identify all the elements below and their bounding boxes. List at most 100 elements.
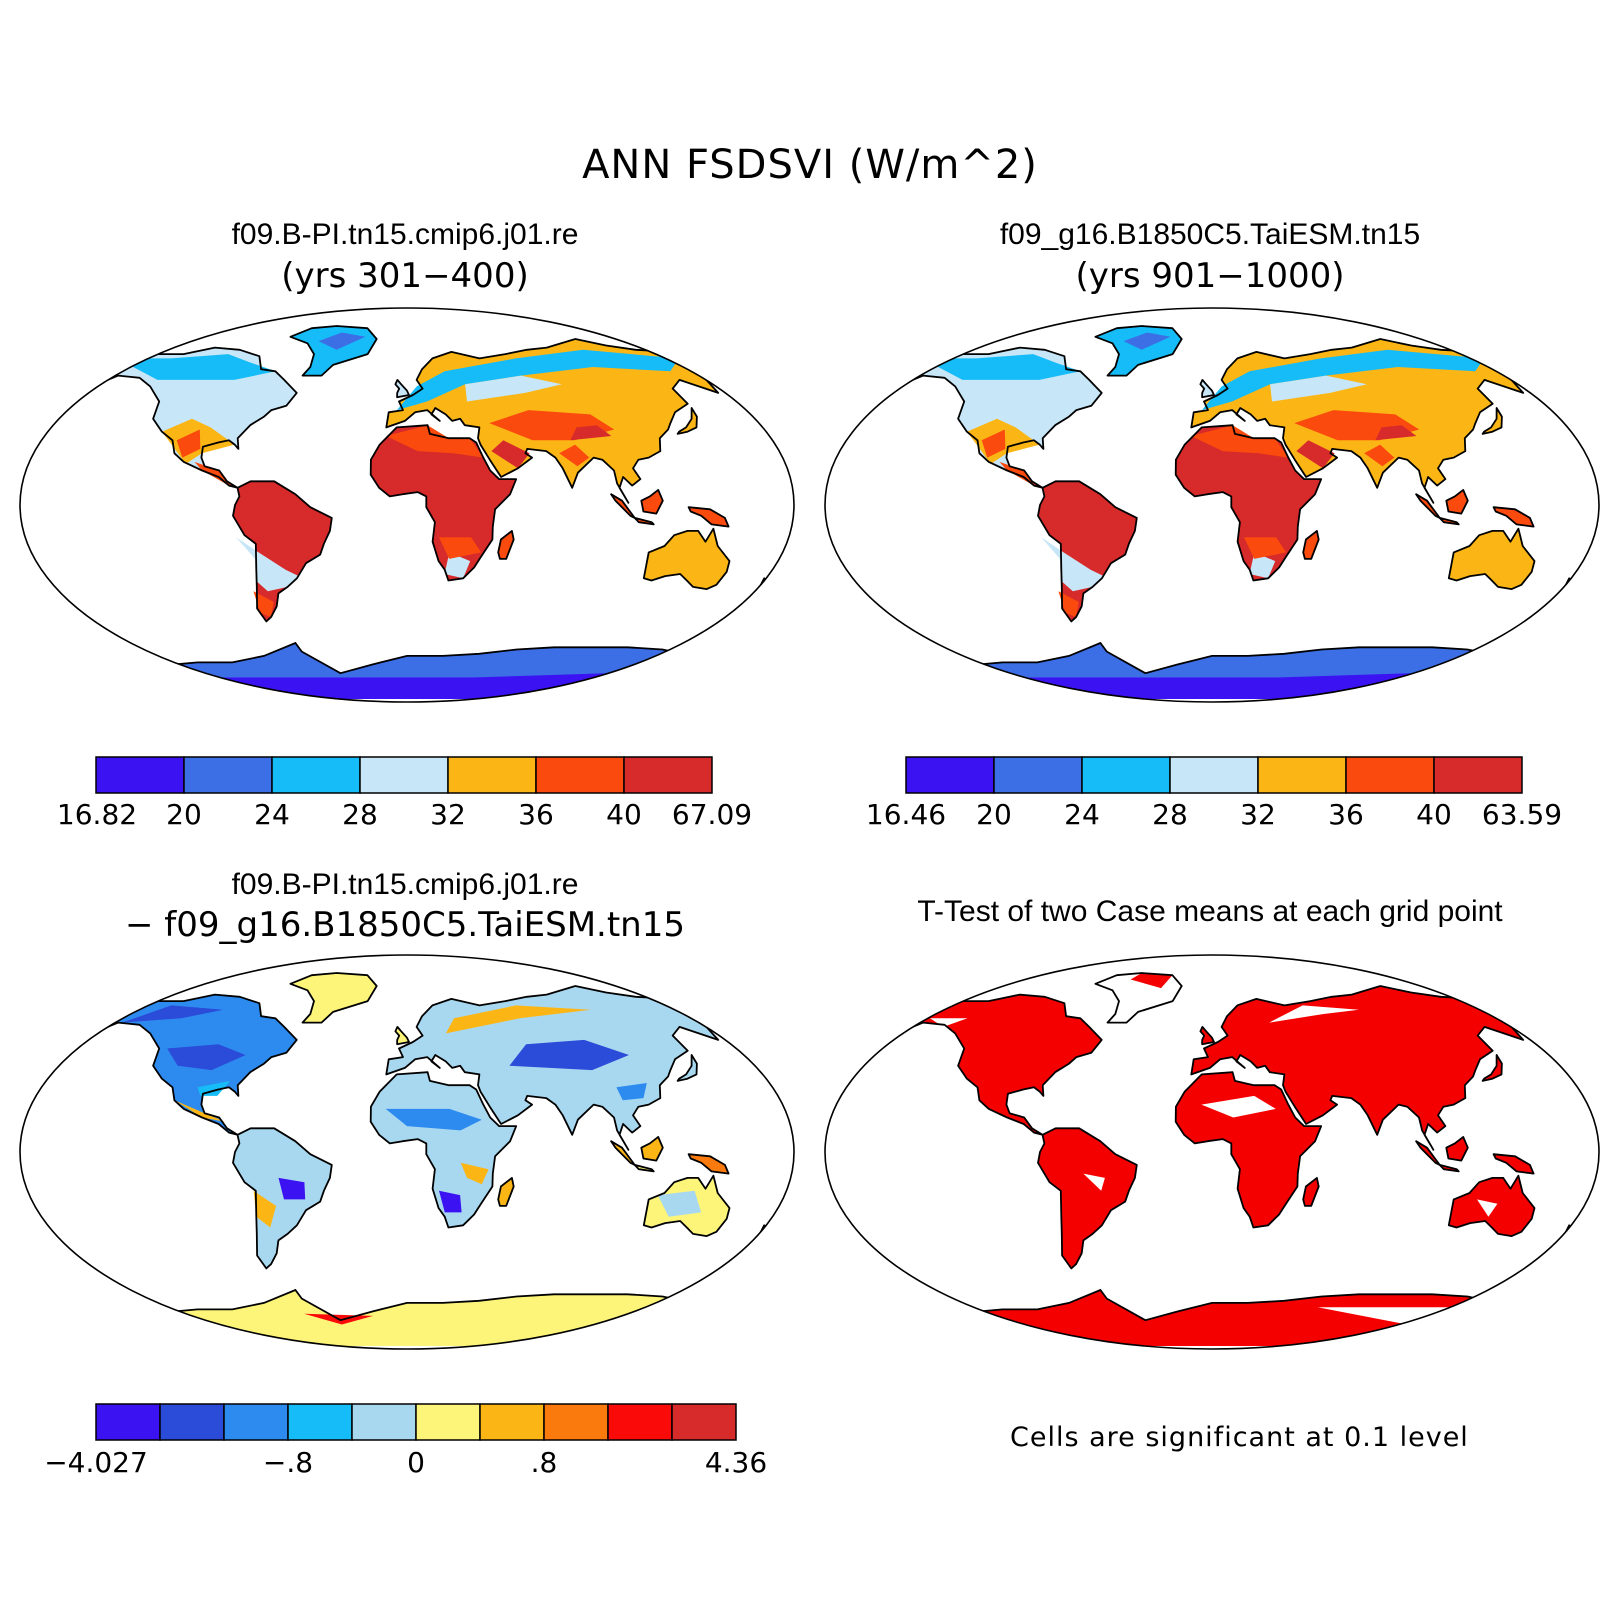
coastline-antarctica (76, 641, 708, 675)
land-newGuinea (1493, 507, 1534, 527)
coastline-southAmerica (232, 1127, 333, 1270)
colorbar-label: 24 (254, 798, 290, 831)
colorbar-swatch (223, 1403, 289, 1441)
coastline-antarctica (76, 1288, 708, 1322)
field-region (921, 354, 1081, 380)
field-region (256, 509, 317, 549)
field-region (116, 354, 276, 380)
coastline-indonesia2 (633, 1163, 655, 1173)
coastline-australia (642, 1174, 731, 1238)
land-madagascar (498, 530, 514, 559)
field-region (385, 1108, 482, 1131)
colorbar-swatch (1345, 756, 1435, 794)
coastline-indonesia1 (1415, 1140, 1441, 1166)
coastline-madagascar (1302, 529, 1320, 560)
colorbar-label: 20 (976, 798, 1012, 831)
land-madagascar (1303, 530, 1319, 559)
colorbar-label: 28 (1152, 798, 1188, 831)
map-border (19, 307, 795, 703)
land-southAmerica (1038, 1128, 1137, 1269)
field-region (445, 1005, 591, 1034)
field-region (439, 537, 482, 559)
coastline-southAmerica (1037, 1127, 1138, 1270)
colorbar-swatch (351, 1403, 417, 1441)
colorbar-label: −4.027 (44, 1446, 148, 1479)
map-border (824, 307, 1600, 703)
coastline-africa (1174, 1071, 1323, 1229)
coastline-eurasia (385, 338, 743, 504)
field-region (396, 349, 679, 411)
land-newGuinea (688, 507, 729, 527)
colorbar-label: 32 (430, 798, 466, 831)
land-newZealand (743, 1225, 774, 1252)
field-region (559, 444, 590, 467)
coastline-australia (1447, 1174, 1536, 1238)
colorbar-label: 16.82 (56, 798, 138, 831)
field-region (1477, 1199, 1498, 1217)
field-region (318, 332, 366, 350)
coastline-uk (1199, 1026, 1215, 1046)
colorbar-label: 4.36 (704, 1446, 768, 1479)
coastline-indonesia2 (633, 516, 655, 526)
field-region (1375, 425, 1417, 441)
colorbar-swatch (447, 756, 537, 794)
field-region (1269, 1005, 1359, 1023)
field-region (929, 1018, 968, 1027)
land-greenland (290, 326, 377, 376)
colorbar-label: 28 (342, 798, 378, 831)
colorbar-label: 36 (1328, 798, 1364, 831)
land-australia (1448, 528, 1535, 590)
panel-title-case2: f09_g16.B1850C5.TaiESM.tn15 (999, 218, 1421, 251)
land-africa (1175, 425, 1322, 581)
coastline-australia (1447, 527, 1536, 591)
coastline-northAmerica (92, 993, 298, 1136)
colorbar-swatch (1169, 756, 1259, 794)
field-region (236, 537, 299, 592)
coastline-newZealand (742, 1224, 775, 1253)
land-australia (643, 528, 730, 590)
colorbar-diff (95, 1403, 737, 1441)
panel-title-diff: f09.B-PI.tn15.cmip6.j01.re (231, 868, 579, 901)
field-region (167, 1044, 246, 1071)
colorbar-swatch (95, 756, 185, 794)
field-region (1191, 425, 1289, 458)
field-region (1249, 552, 1276, 579)
field-region (278, 1177, 306, 1200)
field-region (1270, 375, 1367, 402)
coastline-madagascar (1302, 1176, 1320, 1207)
colorbar-label: 40 (606, 798, 642, 831)
land-southAmerica (1038, 481, 1137, 622)
panel-subtitle-case1: (yrs 301−400) (281, 256, 529, 296)
colorbar-label: 24 (1064, 798, 1100, 831)
land-newZealand (743, 578, 774, 605)
land-southAmerica (233, 481, 332, 622)
colorbar-swatch (671, 1403, 737, 1441)
coastline-newGuinea (687, 506, 730, 528)
coastline-madagascar (497, 1176, 515, 1207)
coastline-borneo (1445, 488, 1469, 515)
coastline-japan (676, 407, 698, 435)
colorbar-label: 32 (1240, 798, 1276, 831)
colorbar-label: −.8 (262, 1446, 314, 1479)
field-region (491, 440, 530, 469)
colorbar-swatch (1257, 756, 1347, 794)
coastline-eurasia (385, 985, 743, 1151)
colorbar-swatch (183, 756, 273, 794)
field-region (122, 1005, 224, 1023)
land-northAmerica (898, 994, 1102, 1135)
coastline-japan (1481, 407, 1503, 435)
land-eurasia (1191, 986, 1547, 1150)
coastline-indonesia2 (1438, 516, 1460, 526)
map-case2 (824, 307, 1600, 703)
land-madagascar (498, 1177, 514, 1206)
coastline-greenland (289, 972, 378, 1024)
coastline-indonesia1 (610, 1140, 636, 1166)
coastline-greenland (289, 325, 378, 377)
coastline-northAmerica (92, 346, 298, 489)
panel-title-ttest: T-Test of two Case means at each grid po… (917, 895, 1503, 928)
field-region (253, 1190, 277, 1228)
land-borneo (641, 489, 663, 514)
coastline-eurasia (1190, 985, 1548, 1151)
land-southAmerica (233, 1128, 332, 1269)
coastline-indonesia1 (1415, 493, 1441, 519)
